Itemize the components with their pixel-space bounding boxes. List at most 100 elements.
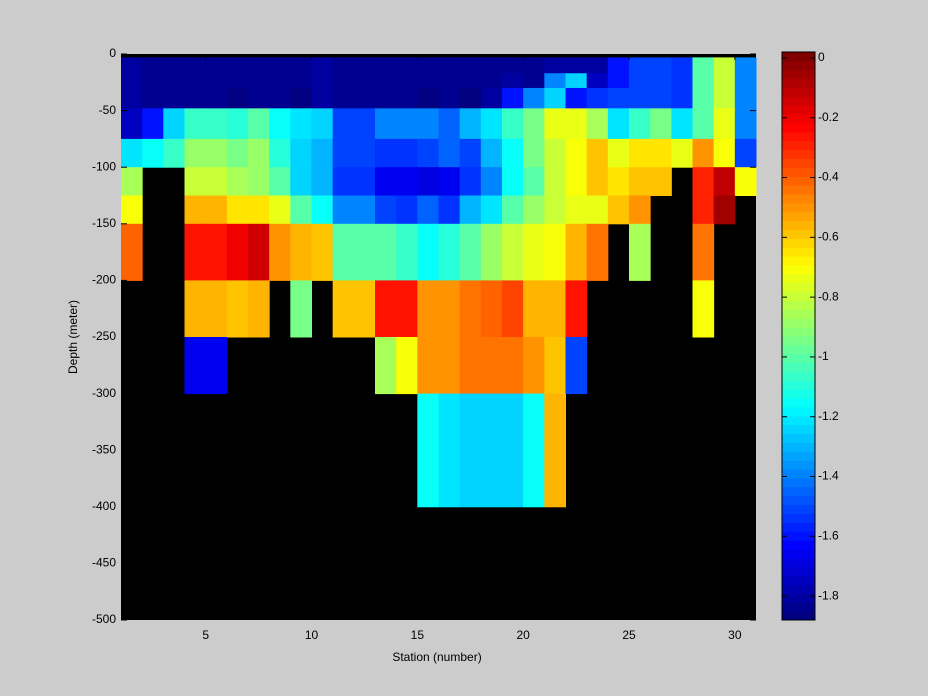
colorbar-swatch: [782, 194, 815, 204]
heat-cell: [586, 87, 609, 109]
heat-cell: [248, 195, 270, 225]
colorbar-swatch: [782, 247, 815, 257]
heat-cell: [226, 195, 249, 225]
heat-cell: [650, 108, 672, 140]
colorbar-swatch: [782, 549, 815, 559]
heat-cell: [269, 108, 291, 140]
heat-cell: [396, 223, 418, 281]
heat-cell: [226, 57, 249, 74]
heat-cell: [417, 167, 439, 196]
colorbar-swatch: [782, 486, 815, 497]
heat-cell: [226, 280, 249, 338]
heat-cell: [544, 280, 566, 338]
heat-cell: [713, 57, 736, 74]
colorbar-tick-label: -0.6: [818, 230, 839, 244]
heat-cell: [205, 280, 228, 338]
heat-cell: [332, 87, 355, 109]
heat-cell: [502, 73, 524, 89]
heat-cell: [607, 195, 630, 225]
colorbar-swatch: [782, 478, 815, 488]
heat-cell: [502, 167, 524, 196]
heat-cell: [671, 57, 693, 74]
colorbar-tick-label: -0.2: [818, 110, 839, 124]
heat-cell: [142, 73, 164, 89]
heat-cell: [607, 57, 630, 74]
heat-cell: [734, 138, 757, 168]
heat-cell: [692, 138, 715, 168]
heat-cell: [692, 57, 715, 74]
heat-cell: [417, 87, 439, 109]
heat-cell: [692, 73, 715, 89]
heat-cell: [544, 73, 566, 89]
heat-cell: [459, 167, 482, 196]
colorbar-swatch: [782, 211, 815, 222]
heat-cell: [650, 87, 672, 109]
colorbar-swatch: [782, 593, 815, 603]
heat-cell: [502, 393, 524, 508]
y-tick-label: -250: [92, 329, 116, 343]
heat-cell: [396, 108, 418, 140]
heat-cell: [184, 337, 207, 395]
colorbar-swatch: [782, 78, 815, 88]
heat-cell: [586, 223, 609, 281]
heat-cell: [523, 138, 545, 168]
heat-cell: [353, 138, 376, 168]
heat-cell: [438, 108, 461, 140]
heat-cell: [184, 87, 207, 109]
colorbar-swatch: [782, 229, 815, 239]
heat-cell: [480, 87, 503, 109]
colorbar-swatch: [782, 424, 815, 435]
heat-cell: [734, 108, 757, 140]
heat-cell: [502, 195, 524, 225]
heat-cell: [248, 87, 270, 109]
y-tick-label: -150: [92, 216, 116, 230]
heat-cell: [163, 108, 185, 140]
heat-cell: [459, 223, 482, 281]
heat-cell: [375, 57, 397, 74]
heat-cell: [480, 57, 503, 74]
heat-cell: [311, 195, 334, 225]
heat-cell: [480, 337, 503, 395]
heat-cell: [121, 167, 143, 196]
heat-cell: [502, 138, 524, 168]
heat-cell: [226, 223, 249, 281]
heat-cell: [396, 337, 418, 395]
heat-cell: [248, 167, 270, 196]
colorbar-swatch: [782, 380, 815, 390]
heat-cell: [586, 138, 609, 168]
heat-cell: [332, 73, 355, 89]
y-axis-label: Depth (meter): [66, 300, 80, 374]
heat-cell: [565, 108, 588, 140]
y-tick-label: 0: [109, 46, 116, 60]
heat-cell: [396, 195, 418, 225]
heat-cell: [459, 393, 482, 508]
y-tick-label: -200: [92, 273, 116, 287]
heat-cell: [629, 195, 651, 225]
heat-cell: [417, 73, 439, 89]
heat-cell: [480, 138, 503, 168]
heat-cell: [459, 73, 482, 89]
heat-cell: [565, 87, 588, 109]
colorbar-swatch: [782, 96, 815, 106]
colorbar-swatch: [782, 123, 815, 133]
colorbar-frame: [781, 51, 816, 621]
heat-cell: [417, 195, 439, 225]
colorbar-swatch: [782, 291, 815, 301]
y-tick-label: -450: [92, 556, 116, 570]
colorbar-swatch: [782, 105, 815, 115]
heat-cell: [142, 57, 164, 74]
heat-cell: [417, 138, 439, 168]
heat-cell: [692, 280, 715, 338]
heat-cell: [311, 223, 334, 281]
heat-cell: [290, 167, 312, 196]
colorbar-swatch: [782, 362, 815, 372]
heat-cell: [121, 138, 143, 168]
heat-cell: [417, 337, 439, 395]
heat-cell: [184, 138, 207, 168]
heat-cell: [269, 87, 291, 109]
colorbar-tick-label: -0.8: [818, 289, 839, 303]
heat-cell: [248, 73, 270, 89]
heat-cell: [248, 108, 270, 140]
heat-cell: [438, 337, 461, 395]
y-tick-label: -50: [99, 103, 117, 117]
